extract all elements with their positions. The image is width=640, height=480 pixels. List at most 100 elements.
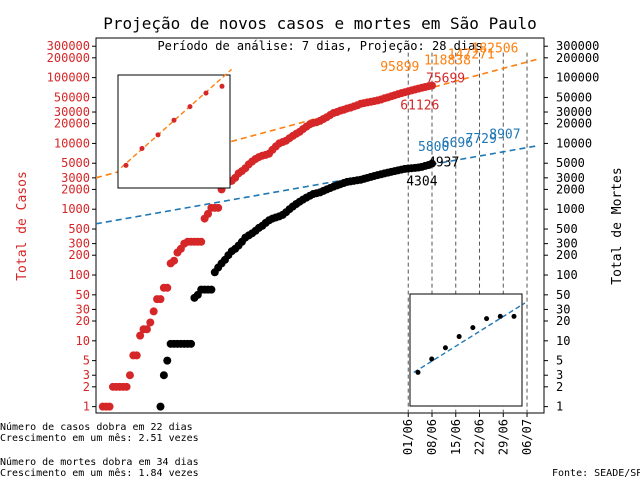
deaths-inset-point: [470, 325, 476, 331]
y-tick-label-right: 200000: [556, 51, 599, 65]
y-tick-label-right: 500: [556, 222, 578, 236]
cases-inset-point: [219, 83, 225, 89]
cases-inset-point: [139, 145, 145, 151]
deaths-point: [156, 402, 165, 411]
deaths-projection-label: 6696: [442, 136, 473, 151]
deaths-projection-line: [95, 145, 538, 225]
x-tick-label: 29/06: [496, 419, 510, 455]
y-tick-label-left: 100000: [47, 71, 90, 85]
cases-projection-label: 182506: [472, 41, 519, 56]
cases-point: [428, 81, 436, 90]
y-tick-label-right: 2000: [556, 182, 585, 196]
cases-label: 75699: [426, 72, 465, 87]
deaths-point: [163, 356, 172, 365]
y-tick-label-left: 500: [68, 222, 90, 236]
deaths-projection-label: 5800: [418, 140, 449, 155]
cases-inset-frame: [117, 74, 231, 189]
y-tick-label-right: 20: [556, 314, 570, 328]
cases-inset-point: [155, 132, 161, 138]
y-tick-label-left: 20000: [54, 117, 90, 131]
cases-growth-text: Crescimento em um mês: 2.51 vezes: [0, 433, 199, 444]
y-tick-label-right: 20000: [556, 117, 592, 131]
cases-inset-fit-line: [120, 68, 233, 169]
y-tick-label-right: 3000: [556, 171, 585, 185]
x-tick-label: 06/07: [520, 419, 534, 455]
y-tick-label-left: 50000: [54, 90, 90, 104]
y-tick-label-right: 200: [556, 248, 578, 262]
cases-point: [149, 307, 158, 316]
y-tick-label-left: 5000: [61, 156, 90, 170]
cases-point: [197, 237, 206, 246]
y-axis-label-left: Total de Casos: [15, 171, 30, 281]
y-tick-label-left: 300: [68, 237, 90, 251]
y-tick-label-left: 50: [76, 288, 90, 302]
deaths-projection-label: 7729: [466, 132, 497, 147]
y-tick-label-right: 5000: [556, 156, 585, 170]
cases-doubling-text: Número de casos dobra em 22 dias: [0, 422, 193, 433]
x-tick-label: 22/06: [473, 419, 487, 455]
deaths-label: 4304: [406, 175, 437, 190]
cases-point: [204, 209, 212, 218]
cases-point: [125, 371, 134, 380]
y-tick-label-right: 50: [556, 288, 570, 302]
y-tick-label-left: 20: [76, 314, 90, 328]
y-tick-label-right: 10: [556, 334, 570, 348]
cases-point: [136, 331, 145, 340]
y-tick-label-right: 10000: [556, 136, 592, 150]
y-tick-label-right: 300000: [556, 39, 599, 53]
deaths-inset-fit-line: [413, 302, 526, 373]
cases-inset-point: [203, 90, 209, 96]
y-tick-label-left: 1000: [61, 202, 90, 216]
cases-projection-label: 95899: [380, 60, 419, 75]
cases-inset-point: [171, 117, 177, 123]
cases-point: [156, 295, 165, 304]
deaths-label: 4937: [428, 156, 459, 171]
y-tick-label-left: 10: [76, 334, 90, 348]
deaths-inset-point: [429, 356, 435, 362]
y-tick-label-left: 1: [83, 400, 90, 414]
deaths-point: [207, 285, 216, 294]
y-tick-label-left: 200000: [47, 51, 90, 65]
cases-point: [105, 402, 114, 411]
y-tick-label-left: 30000: [54, 105, 90, 119]
deaths-inset-point: [484, 316, 490, 322]
y-tick-label-right: 100: [556, 268, 578, 282]
cases-point: [163, 283, 172, 292]
cases-inset-point: [187, 104, 193, 110]
plot-frame: [95, 37, 545, 414]
deaths-inset-point: [442, 345, 448, 351]
y-tick-label-right: 3: [556, 368, 563, 382]
deaths-point: [428, 159, 436, 168]
deaths-inset-point: [497, 313, 503, 319]
deaths-growth-text: Crescimento em um mês: 1.84 vezes: [0, 468, 199, 479]
deaths-inset-point: [511, 313, 517, 319]
y-tick-label-right: 30: [556, 302, 570, 316]
deaths-point: [187, 339, 196, 348]
y-tick-label-left: 5: [83, 354, 90, 368]
cases-projection-label: 147271: [448, 48, 495, 63]
deaths-projection-label: 8907: [489, 128, 520, 143]
y-tick-label-right: 1: [556, 400, 563, 414]
y-tick-label-right: 5: [556, 354, 563, 368]
cases-point: [214, 203, 223, 212]
chart-title: Projeção de novos casos e mortes em São …: [103, 14, 536, 33]
y-tick-label-right: 300: [556, 237, 578, 251]
y-axis-label-right: Total de Mortes: [610, 167, 625, 284]
y-tick-label-right: 1000: [556, 202, 585, 216]
x-tick-label: 01/06: [401, 419, 415, 455]
y-tick-label-left: 3000: [61, 171, 90, 185]
cases-point: [122, 382, 131, 391]
y-tick-label-left: 3: [83, 368, 90, 382]
deaths-inset-point: [456, 334, 462, 340]
x-tick-label: 08/06: [425, 419, 439, 455]
y-tick-label-left: 300000: [47, 39, 90, 53]
y-tick-label-left: 2: [83, 380, 90, 394]
cases-point: [142, 325, 151, 334]
y-tick-label-left: 200: [68, 248, 90, 262]
y-tick-label-left: 2000: [61, 182, 90, 196]
y-tick-label-left: 10000: [54, 136, 90, 150]
cases-inset-point: [123, 162, 129, 168]
deaths-doubling-text: Número de mortes dobra em 34 dias: [0, 457, 199, 468]
